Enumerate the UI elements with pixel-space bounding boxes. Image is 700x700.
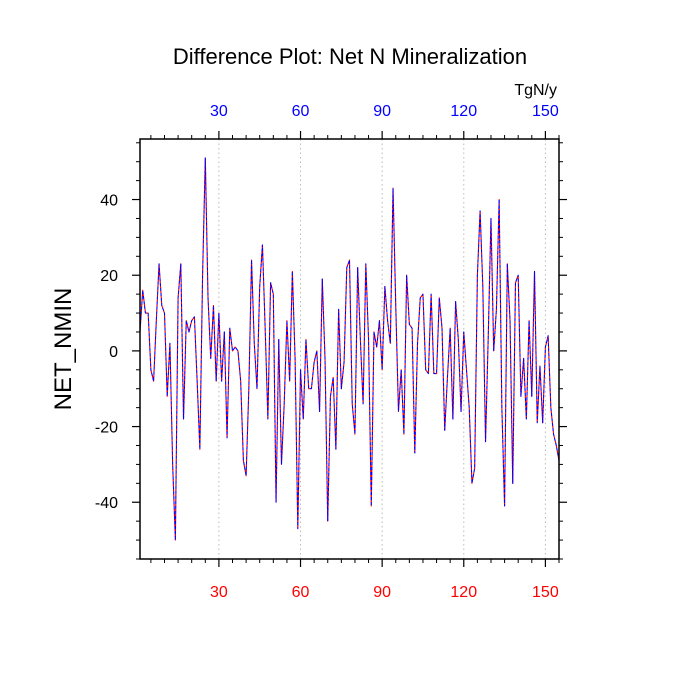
series-line-red [139,157,560,541]
y-tick-label: 0 [109,344,118,361]
series-line-blue [139,157,560,541]
axis-ticks [132,131,567,567]
x-tick-label-top: 120 [450,103,477,120]
x-gridlines [218,139,546,559]
x-tick-label-bottom: 120 [450,584,477,601]
plot-frame [139,138,560,560]
x-tick-label-top: 30 [210,103,228,120]
x-tick-label-top: 150 [532,103,559,120]
y-tick-label: 40 [100,193,118,210]
y-axis-label: NET_NMIN [50,288,77,411]
x-tick-label-bottom: 30 [210,584,228,601]
x-tick-label-top: 60 [292,103,310,120]
x-tick-label-bottom: 150 [532,584,559,601]
tick-labels: -40 -20 0 20 40 30 60 90 120 150 30 60 90 120 150 [95,103,559,601]
y-tick-label: 20 [100,268,118,285]
y-tick-label: -20 [95,420,118,437]
units-label: TgN/y [514,82,557,99]
x-tick-label-top: 90 [373,103,391,120]
data-series [139,157,560,541]
y-tick-label: -40 [95,495,118,512]
x-tick-label-bottom: 90 [373,584,391,601]
chart-title: Difference Plot: Net N Mineralization [173,44,527,69]
x-tick-label-bottom: 60 [292,584,310,601]
